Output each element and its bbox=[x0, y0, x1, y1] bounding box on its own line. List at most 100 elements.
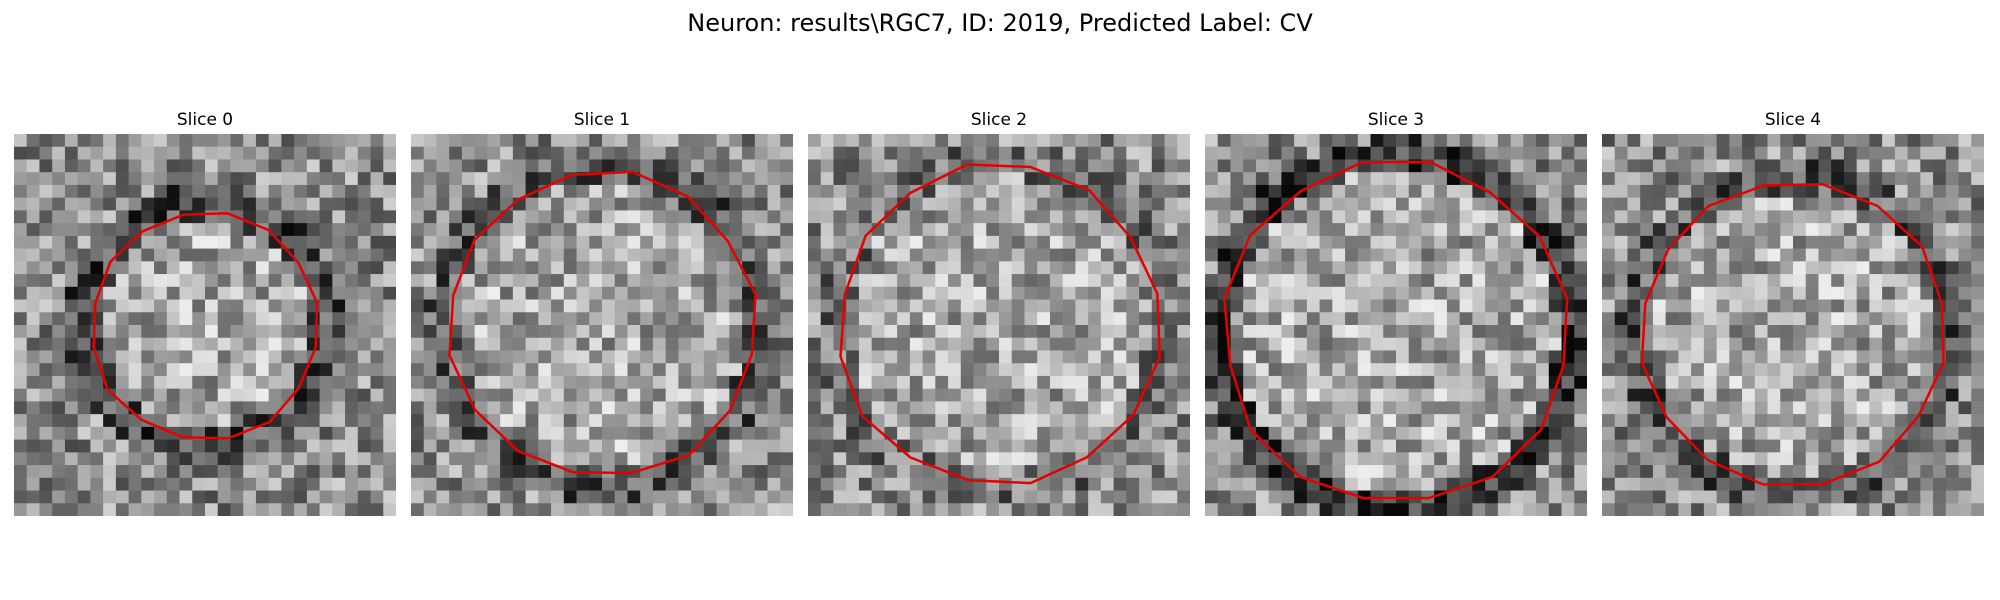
pixel bbox=[1562, 249, 1575, 262]
pixel bbox=[78, 478, 91, 491]
pixel bbox=[935, 261, 948, 274]
pixel bbox=[1320, 287, 1333, 300]
pixel bbox=[615, 440, 628, 453]
pixel bbox=[1126, 300, 1139, 313]
pixel bbox=[411, 465, 424, 478]
pixel bbox=[589, 478, 602, 491]
pixel bbox=[1294, 236, 1307, 249]
pixel bbox=[897, 249, 910, 262]
pixel bbox=[948, 249, 961, 262]
pixel bbox=[1742, 350, 1755, 363]
pixel bbox=[1895, 452, 1908, 465]
pixel bbox=[320, 376, 333, 389]
pixel bbox=[27, 376, 40, 389]
pixel bbox=[180, 236, 193, 249]
pixel bbox=[513, 261, 526, 274]
pixel bbox=[1818, 427, 1831, 440]
pixel bbox=[1536, 363, 1549, 376]
pixel bbox=[1640, 401, 1653, 414]
pixel bbox=[167, 389, 180, 402]
pixel bbox=[424, 185, 437, 198]
pixel bbox=[1549, 414, 1562, 427]
pixel bbox=[424, 287, 437, 300]
pixel bbox=[755, 134, 768, 147]
pixel bbox=[1177, 147, 1190, 160]
pixel bbox=[602, 210, 615, 223]
pixel bbox=[1075, 147, 1088, 160]
slice-image-1 bbox=[411, 134, 793, 516]
pixel bbox=[14, 287, 27, 300]
pixel bbox=[935, 452, 948, 465]
pixel bbox=[129, 312, 142, 325]
pixel bbox=[1793, 236, 1806, 249]
pixel bbox=[910, 350, 923, 363]
pixel bbox=[371, 185, 384, 198]
pixel bbox=[1653, 452, 1666, 465]
pixel bbox=[1152, 210, 1165, 223]
pixel bbox=[1806, 465, 1819, 478]
pixel bbox=[1717, 363, 1730, 376]
pixel bbox=[1717, 401, 1730, 414]
pixel bbox=[780, 465, 793, 478]
pixel bbox=[1256, 236, 1269, 249]
pixel bbox=[154, 325, 167, 338]
pixel bbox=[1691, 287, 1704, 300]
pixel bbox=[1243, 465, 1256, 478]
pixel bbox=[589, 198, 602, 211]
pixel bbox=[1383, 261, 1396, 274]
pixel bbox=[449, 236, 462, 249]
pixel bbox=[974, 198, 987, 211]
pixel bbox=[39, 274, 52, 287]
pixel bbox=[1447, 287, 1460, 300]
pixel bbox=[1434, 363, 1447, 376]
pixel bbox=[411, 452, 424, 465]
pixel bbox=[1371, 389, 1384, 402]
pixel bbox=[1806, 491, 1819, 504]
pixel bbox=[345, 350, 358, 363]
pixel bbox=[1666, 274, 1679, 287]
pixel bbox=[103, 465, 116, 478]
pixel bbox=[923, 134, 936, 147]
pixel bbox=[78, 491, 91, 504]
pixel bbox=[1549, 134, 1562, 147]
pixel bbox=[1012, 478, 1025, 491]
pixel bbox=[345, 465, 358, 478]
pixel bbox=[1511, 478, 1524, 491]
pixel bbox=[808, 325, 821, 338]
pixel bbox=[1615, 147, 1628, 160]
pixel bbox=[1895, 350, 1908, 363]
pixel bbox=[14, 350, 27, 363]
pixel bbox=[39, 185, 52, 198]
pixel bbox=[218, 465, 231, 478]
pixel bbox=[1063, 350, 1076, 363]
pixel bbox=[1602, 147, 1615, 160]
pixel bbox=[78, 134, 91, 147]
pixel bbox=[1640, 452, 1653, 465]
pixel bbox=[1063, 198, 1076, 211]
pixel bbox=[192, 312, 205, 325]
pixel bbox=[1294, 210, 1307, 223]
pixel bbox=[1126, 172, 1139, 185]
pixel bbox=[833, 440, 846, 453]
pixel bbox=[1165, 134, 1178, 147]
pixel bbox=[294, 147, 307, 160]
pixel bbox=[1063, 223, 1076, 236]
pixel bbox=[935, 210, 948, 223]
pixel bbox=[678, 350, 691, 363]
pixel bbox=[218, 325, 231, 338]
pixel bbox=[52, 401, 65, 414]
pixel bbox=[345, 198, 358, 211]
pixel bbox=[1421, 414, 1434, 427]
pixel bbox=[821, 300, 834, 313]
pixel bbox=[1421, 325, 1434, 338]
pixel bbox=[577, 147, 590, 160]
pixel bbox=[1152, 159, 1165, 172]
pixel bbox=[526, 478, 539, 491]
pixel bbox=[729, 223, 742, 236]
pixel bbox=[358, 210, 371, 223]
pixel bbox=[1281, 134, 1294, 147]
pixel bbox=[974, 236, 987, 249]
pixel bbox=[1307, 223, 1320, 236]
pixel bbox=[1653, 478, 1666, 491]
pixel bbox=[243, 172, 256, 185]
